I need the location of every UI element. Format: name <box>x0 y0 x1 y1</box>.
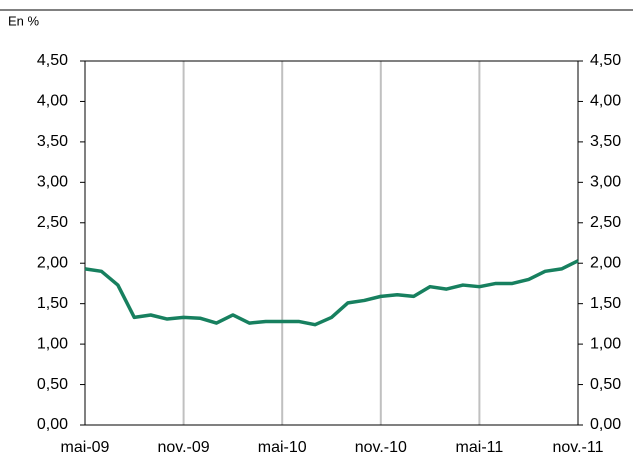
y2-tick-label: 3,00 <box>590 174 621 191</box>
y-tick-label: 0,00 <box>37 416 68 433</box>
y2-tick-label: 2,50 <box>590 214 621 231</box>
y-tick-label: 0,50 <box>37 376 68 393</box>
y-tick-label: 1,50 <box>37 295 68 312</box>
y2-tick-label: 1,00 <box>590 335 621 352</box>
x-tick-label: nov.-11 <box>553 439 604 456</box>
y-tick-label: 3,50 <box>37 133 68 150</box>
y2-tick-label: 0,00 <box>590 416 621 433</box>
x-tick-label: mai-09 <box>61 439 110 456</box>
x-tick-label: nov.-10 <box>355 439 407 456</box>
y2-tick-label: 0,50 <box>590 376 621 393</box>
y-tick-label: 2,50 <box>37 214 68 231</box>
y-tick-label: 4,50 <box>37 52 68 69</box>
y2-tick-label: 1,50 <box>590 295 621 312</box>
y-tick-label: 3,00 <box>37 174 68 191</box>
y-tick-label: 4,00 <box>37 93 68 110</box>
y2-tick-label: 3,50 <box>590 133 621 150</box>
x-tick-label: mai-11 <box>456 439 504 456</box>
x-tick-label: nov.-09 <box>158 439 210 456</box>
data-line <box>84 259 579 327</box>
y2-tick-label: 2,00 <box>590 254 621 271</box>
y2-tick-label: 4,50 <box>590 52 621 69</box>
y-tick-label: 1,00 <box>37 335 68 352</box>
y2-tick-label: 4,00 <box>590 93 621 110</box>
y-tick-label: 2,00 <box>37 254 68 271</box>
x-tick-label: mai-10 <box>258 439 307 456</box>
unit-label: En % <box>8 13 40 28</box>
plot-frame <box>84 60 579 426</box>
